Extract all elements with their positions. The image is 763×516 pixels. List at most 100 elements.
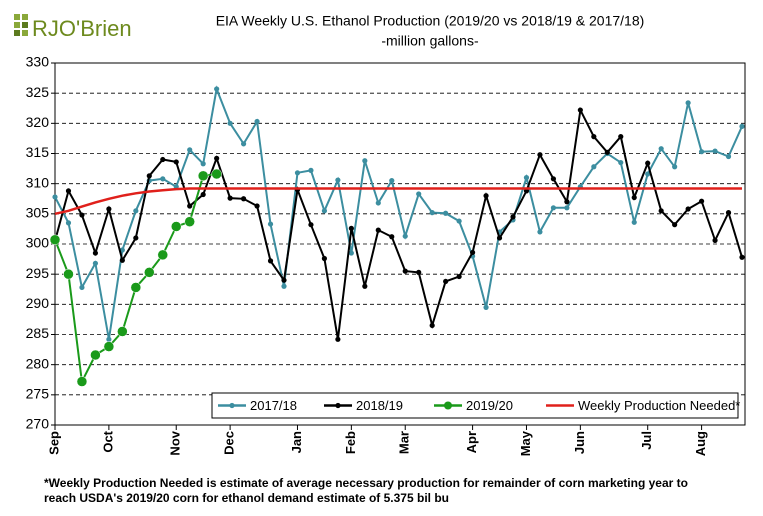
y-tick-label: 270 [26, 416, 50, 432]
x-tick-label: Aug [693, 431, 708, 456]
point [537, 229, 543, 235]
point [173, 159, 179, 165]
point [76, 376, 88, 387]
footnote-line-1: *Weekly Production Needed is estimate of… [44, 476, 688, 490]
legend-box [211, 392, 739, 419]
chart-subtitle: -million gallons- [381, 33, 479, 49]
point [645, 160, 651, 166]
x-tick-label: May [518, 430, 533, 456]
point [133, 235, 139, 241]
point [658, 208, 664, 214]
x-tick-label: Sep [46, 431, 61, 455]
point [685, 100, 691, 106]
point [308, 222, 314, 228]
point [187, 147, 193, 153]
legend-label: 2017/18 [250, 398, 297, 413]
point [389, 234, 395, 240]
point [483, 304, 489, 310]
point [698, 198, 705, 204]
point [631, 194, 637, 201]
point [79, 212, 85, 218]
series-line [54, 187, 742, 216]
legend-label: Weekly Production Needed* [578, 398, 740, 413]
point [739, 254, 745, 260]
point [308, 167, 314, 173]
point [564, 199, 570, 205]
y-tick-label: 325 [26, 84, 50, 100]
logo-icon [14, 14, 28, 36]
point [146, 173, 152, 179]
point [712, 148, 718, 154]
point [227, 195, 233, 201]
point [348, 250, 354, 256]
point [429, 322, 435, 329]
legend-marker [335, 402, 341, 409]
legend: 2017/18 2018/19 2019/20 Weekly Production N… [211, 392, 740, 419]
point [211, 168, 222, 180]
series-line [54, 85, 743, 340]
point [496, 235, 503, 241]
point [65, 220, 72, 226]
point [335, 336, 341, 342]
point [321, 208, 328, 214]
point [79, 284, 85, 291]
point [443, 210, 449, 216]
point [227, 120, 233, 126]
point [469, 249, 476, 256]
legend-marker [229, 402, 235, 409]
y-tick-label: 305 [26, 205, 50, 221]
point [725, 153, 732, 160]
point [348, 225, 354, 231]
point [577, 107, 583, 113]
point [443, 278, 449, 285]
point [604, 149, 610, 155]
y-tick-label: 320 [26, 114, 50, 130]
point [402, 268, 408, 274]
point [65, 188, 72, 194]
point [92, 260, 99, 266]
point [103, 341, 115, 352]
y-tick-label: 315 [26, 144, 50, 160]
point [618, 159, 624, 166]
point [739, 123, 745, 129]
y-tick-label: 275 [26, 386, 50, 402]
point [63, 268, 74, 280]
point [200, 161, 206, 167]
point [240, 196, 247, 202]
point [157, 249, 169, 261]
point [645, 171, 651, 177]
point [294, 170, 301, 176]
point [240, 141, 247, 147]
series [49, 168, 222, 387]
point [144, 267, 155, 278]
point [184, 216, 195, 227]
point [416, 269, 422, 275]
series [52, 106, 745, 342]
y-tick-label: 285 [26, 325, 50, 341]
point [160, 176, 166, 182]
series [54, 187, 742, 216]
point [712, 237, 718, 243]
point [672, 164, 678, 170]
x-tick-label: Nov [168, 430, 183, 455]
point [510, 214, 516, 220]
point [591, 134, 597, 140]
point [160, 156, 166, 163]
point [550, 176, 557, 182]
point [106, 206, 112, 212]
x-tick-label: Dec [222, 431, 237, 455]
point [321, 255, 328, 262]
point [267, 258, 274, 264]
point [49, 234, 61, 246]
legend-label: 2018/19 [356, 398, 403, 413]
point [429, 210, 435, 216]
point [672, 222, 678, 228]
y-tick-label: 300 [26, 235, 50, 251]
point [362, 283, 368, 289]
series [52, 85, 745, 342]
series-line [54, 106, 743, 340]
point [550, 205, 557, 211]
x-tick-label: Feb [343, 431, 358, 454]
x-tick-label: Jul [639, 431, 654, 450]
